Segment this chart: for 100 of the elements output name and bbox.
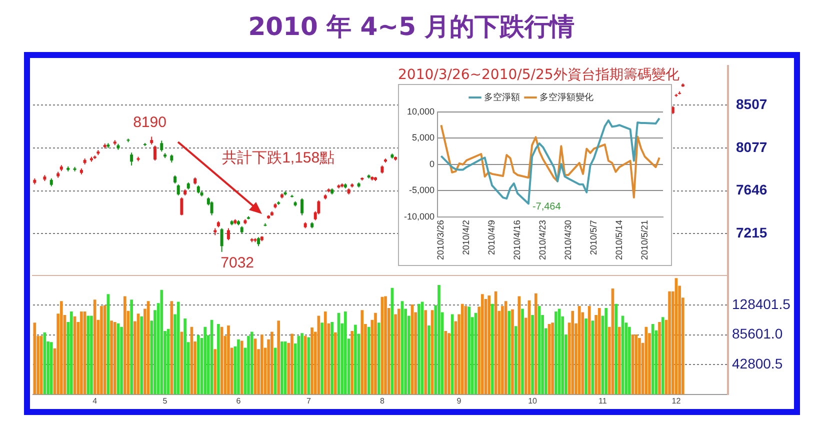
bar [123,296,126,394]
x-tick-label: 5 [162,396,168,406]
bar [668,291,671,394]
bar [227,325,230,394]
annotation: -7,464 [532,201,562,212]
bar [113,322,116,394]
y-tick-label: -10,000 [404,211,435,222]
bar [360,310,364,394]
bar [491,304,494,394]
bar [554,312,558,394]
x-tick-label: 2010/4/30 [562,220,573,260]
annotation: 8190 [133,114,166,131]
chart-title: 2010/3/26~2010/5/25外資台指期籌碼變化 [398,66,680,84]
bar [70,312,73,394]
bar [614,304,618,394]
x-tick-label: 2010/4/16 [512,220,522,260]
x-tick-label: 2010/3/26 [436,220,446,260]
bar [628,326,631,394]
bar [237,339,240,394]
bar [110,320,113,394]
bar [468,306,470,394]
candlestick [130,152,134,166]
candlestick [180,196,184,216]
x-tick-label: 2010/4/9 [486,220,497,256]
bar [571,310,574,394]
bar [634,334,638,394]
bar [511,309,514,394]
bar [247,336,250,394]
bar [534,293,538,394]
bar [80,312,83,394]
legend-label: 多空淨額變化 [540,92,594,102]
legend-label: 多空淨額 [484,92,520,102]
candlestick [176,184,180,196]
annotation: 共計下跌1,158點 [222,150,335,167]
candlestick [226,228,230,241]
bar [297,336,300,394]
bar [638,338,641,394]
bar [460,304,464,394]
bar [300,333,304,394]
y-tick-label: 8507 [736,96,768,112]
bar [508,310,511,394]
y-tick-label: 8077 [736,138,768,155]
bar [418,304,420,394]
bar [334,332,337,394]
y-tick-label: 0 [430,158,435,169]
bar [330,322,334,394]
bar [598,308,601,394]
bar [270,332,274,394]
candlestick [160,140,164,152]
bar [324,312,327,394]
bar [240,340,244,394]
bar [50,342,53,394]
y-tick-label: 128401.5 [732,296,791,312]
x-tick-label: 2010/5/7 [588,220,598,256]
bar [438,285,440,394]
bar [450,314,454,394]
x-tick-label: 2010/5/21 [639,220,650,260]
bar [86,316,90,394]
bar [310,328,314,394]
candlestick [300,198,304,216]
bar [320,322,324,394]
bar [290,334,294,394]
bar [307,337,310,394]
bar [184,318,186,394]
candlestick [153,145,156,162]
bar [260,334,264,394]
bar [480,294,484,394]
annotation: 7032 [220,254,254,272]
bar [140,316,144,394]
x-tick-label: 2010/4/2 [461,220,472,256]
bar [350,331,354,394]
x-tick-label: 9 [456,396,462,406]
bar [551,322,554,394]
y-tick-label: 10,000 [406,106,435,116]
bar [644,326,648,394]
bar [588,306,591,394]
bar [217,324,220,394]
bar [604,308,608,394]
bar [196,335,200,394]
bar [448,333,450,394]
chart-title: 2010 年 4~5 月的下跌行情 [247,11,576,43]
bar [384,296,387,394]
x-tick-label: 12 [672,396,682,406]
y-tick-label: 42800.5 [732,355,783,372]
bar [531,315,534,394]
bar [204,326,206,394]
bar [424,310,428,394]
bar [170,301,174,394]
x-tick-label: 10 [528,396,538,406]
bar [60,301,63,394]
x-tick-label: 8 [380,396,385,406]
y-tick-label: -5,000 [408,185,435,196]
bar [40,336,43,394]
y-tick-label: 7646 [736,182,768,198]
candlestick [210,200,214,216]
bar [488,296,491,394]
bar [130,300,133,394]
candlestick [220,228,224,252]
y-tick-label: 5,000 [412,132,435,143]
bar [374,312,377,394]
